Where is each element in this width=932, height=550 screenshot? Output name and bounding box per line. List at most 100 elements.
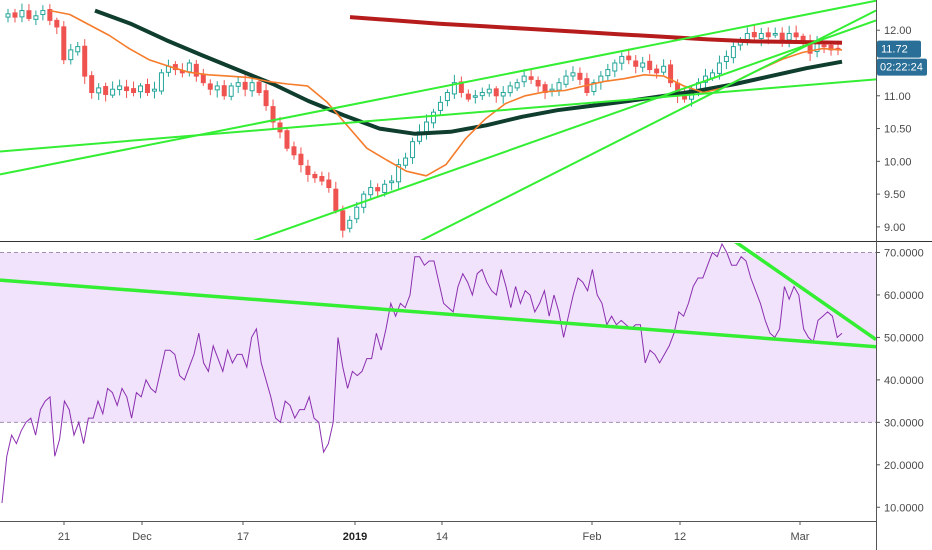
candle-body	[103, 86, 109, 95]
candle-body	[298, 153, 304, 166]
rsi-polyline	[1, 243, 843, 504]
candle-body	[235, 82, 241, 87]
candle-body	[716, 62, 722, 74]
candle-body	[340, 210, 346, 231]
time-tick-label: 21	[58, 531, 70, 543]
candle-body	[19, 10, 25, 18]
candle-body	[207, 83, 213, 90]
rsi-line	[1, 243, 843, 504]
candle-body	[570, 72, 576, 77]
price-trendline	[253, 19, 876, 240]
candle-body	[765, 32, 771, 38]
candle-body	[786, 33, 792, 41]
candle-body	[640, 62, 646, 68]
candle-body	[33, 15, 39, 20]
rsi-pane	[0, 243, 876, 504]
candle-body	[389, 180, 395, 184]
rsi-tick-label: 30.0000	[884, 417, 924, 429]
candle-body	[228, 85, 234, 97]
candle-body	[612, 62, 618, 72]
candle-body	[89, 75, 95, 94]
candle-body	[319, 176, 325, 182]
candle-body	[493, 88, 499, 97]
candle-body	[249, 82, 255, 92]
candle-body	[444, 92, 450, 102]
candle-body	[110, 88, 116, 96]
candle-body	[263, 90, 269, 107]
ema-mid-line	[94, 8, 843, 136]
candle-body	[214, 85, 220, 91]
candle-body	[151, 88, 157, 92]
candle-body	[375, 187, 381, 192]
price-tick-label: 10.00	[884, 156, 912, 168]
candle-body	[744, 33, 750, 40]
candle-body	[821, 44, 827, 48]
time-tick-label: Mar	[791, 531, 810, 543]
candle-body	[654, 68, 660, 74]
candle-body	[312, 173, 318, 179]
price-tick-label: 11.00	[884, 91, 911, 103]
candle-body	[117, 85, 123, 91]
time-tick-label: 17	[237, 531, 249, 543]
time-tick-label: 12	[674, 531, 686, 543]
candle-body	[591, 82, 597, 92]
time-tick-label: 14	[436, 531, 448, 543]
rsi-tick-label: 50.0000	[884, 332, 924, 344]
candle-body	[354, 206, 360, 220]
candle-body	[40, 10, 46, 16]
candle-body	[507, 85, 513, 94]
candle-body	[521, 75, 527, 83]
moving-averages	[49, 8, 843, 177]
timer-badge-label: 02:22:24	[880, 62, 923, 74]
candle-body	[410, 141, 416, 159]
candle-body	[535, 79, 541, 87]
candle-body	[458, 81, 464, 94]
rsi-trendline	[0, 278, 876, 349]
candle-body	[423, 121, 429, 133]
rsi-tick-label: 20.0000	[884, 460, 924, 472]
candle-body	[396, 164, 402, 183]
candle-body	[730, 46, 736, 59]
candle-body	[131, 88, 137, 93]
candle-body	[382, 183, 388, 193]
price-tick-label: 10.50	[884, 124, 912, 136]
price-badge	[877, 40, 921, 58]
price-trendline	[419, 9, 876, 240]
rsi-tick-label: 70.0000	[884, 247, 924, 259]
candle-body	[368, 187, 374, 196]
candle-body	[437, 101, 443, 111]
candle-body	[723, 55, 729, 63]
candle-body	[661, 65, 667, 73]
candle-body	[751, 31, 757, 38]
candle-body	[305, 165, 311, 175]
time-axis: 21 Dec 17 2019 14 Feb 12 Mar	[58, 521, 810, 543]
ema-short-line	[49, 9, 843, 177]
candle-body	[68, 49, 74, 61]
candle-body	[54, 19, 60, 28]
candle-body	[26, 10, 32, 19]
candle-body	[284, 130, 290, 149]
price-tick-label: 12.00	[884, 25, 912, 37]
candle-body	[82, 45, 88, 77]
candle-body	[193, 63, 199, 77]
price-tick-label: 9.50	[884, 189, 905, 201]
candle-body	[486, 88, 492, 94]
candle-body	[668, 64, 674, 84]
candle-body	[186, 62, 192, 73]
time-tick-label: Dec	[132, 531, 152, 543]
candle-body	[605, 69, 611, 77]
rsi-tick-label: 10.0000	[884, 502, 924, 514]
candle-body	[577, 72, 583, 80]
price-trendlines	[0, 0, 876, 240]
rsi-tick-label: 40.0000	[884, 375, 924, 387]
rsi-axis: 10.0000 20.0000 30.0000 40.0000 50.0000 60.00…	[876, 247, 924, 514]
price-tick-label: 9.00	[884, 222, 905, 234]
candle-body	[451, 82, 457, 95]
candle-body	[242, 81, 248, 90]
price-badge-label: 11.72	[881, 44, 908, 56]
candle-body	[96, 87, 102, 94]
candle-body	[291, 146, 297, 156]
candle-body	[403, 157, 409, 166]
candle-body	[333, 188, 339, 211]
